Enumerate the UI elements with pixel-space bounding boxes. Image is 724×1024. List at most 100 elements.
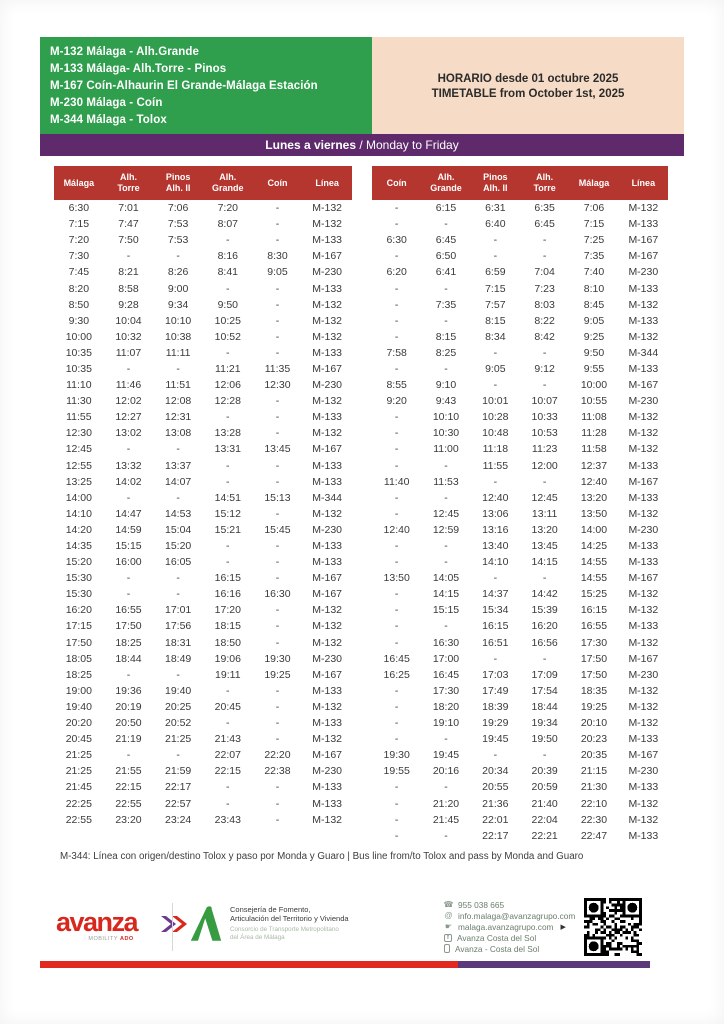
- time-cell: 7:23: [534, 282, 555, 295]
- facebook-icon: f: [444, 933, 452, 942]
- time-cell: 11:40: [383, 475, 410, 488]
- time-cell: 15:30: [65, 572, 92, 585]
- table-row: [54, 828, 352, 844]
- time-cell: 14:37: [482, 588, 509, 601]
- time-cell: 15:34: [482, 604, 509, 617]
- time-cell: 15:20: [65, 556, 92, 569]
- table-row: - 19:10 19:29 19:34 20:10 M-132: [372, 715, 668, 731]
- time-cell: 18:39: [482, 700, 509, 713]
- time-cell: -: [275, 540, 280, 553]
- time-cell: -: [394, 556, 399, 569]
- time-cell: 9:05: [485, 362, 506, 375]
- time-cell: M-133: [312, 540, 343, 553]
- time-cell: 22:38: [264, 765, 291, 778]
- time-cell: -: [394, 298, 399, 311]
- time-cell: 9:34: [167, 298, 189, 311]
- time-cell: 7:45: [68, 266, 90, 279]
- time-cell: -: [126, 250, 131, 263]
- time-cell: 16:20: [65, 604, 92, 617]
- time-cell: M-133: [312, 411, 343, 424]
- time-cell: 20:19: [115, 700, 142, 713]
- time-cell: M-132: [312, 314, 343, 327]
- time-cell: -: [394, 202, 399, 215]
- time-cell: 19:40: [165, 684, 192, 697]
- time-cell: -: [493, 475, 498, 488]
- time-cell: 20:50: [115, 717, 142, 730]
- time-cell: 14:00: [580, 523, 608, 536]
- time-cell: 7:53: [167, 234, 189, 247]
- time-cell: 7:20: [68, 234, 90, 247]
- time-cell: 11:18: [482, 443, 509, 456]
- time-cell: 12:37: [580, 459, 608, 472]
- table-row: 13:25 14:02 14:07 - - M-133: [54, 474, 352, 490]
- time-cell: 18:25: [115, 636, 142, 649]
- table-row: - 10:10 10:28 10:33 11:08 M-132: [372, 409, 668, 425]
- time-cell: 12:02: [115, 395, 142, 408]
- time-cell: 12:40: [482, 491, 509, 504]
- time-cell: 14:00: [65, 491, 92, 504]
- email-icon: @: [444, 911, 453, 920]
- time-cell: -: [275, 636, 280, 649]
- time-cell: M-132: [312, 733, 343, 746]
- table-row: - 7:35 7:57 8:03 8:45 M-132: [372, 297, 668, 313]
- time-cell: 8:42: [534, 330, 555, 343]
- time-cell: 14:05: [432, 572, 460, 585]
- time-cell: M-132: [628, 411, 659, 424]
- table-row: 15:20 16:00 16:05 - - M-133: [54, 554, 352, 570]
- table-row: - - 22:17 22:21 22:47 M-133: [372, 828, 668, 844]
- time-cell: 17:49: [482, 684, 509, 697]
- table-row: - - 14:10 14:15 14:55 M-133: [372, 554, 668, 570]
- time-cell: 11:30: [66, 395, 92, 408]
- time-cell: 19:45: [482, 733, 509, 746]
- time-cell: 16:05: [165, 556, 192, 569]
- table-row: 11:30 12:02 12:08 12:28 - M-132: [54, 393, 352, 409]
- time-cell: -: [275, 700, 280, 713]
- time-cell: -: [394, 507, 399, 520]
- time-cell: 18:20: [432, 700, 460, 713]
- time-cell: M-133: [312, 684, 343, 697]
- time-cell: 10:30: [432, 427, 460, 440]
- time-cell: -: [176, 250, 180, 263]
- time-cell: 16:45: [383, 652, 410, 665]
- time-cell: -: [275, 733, 280, 746]
- time-cell: M-132: [312, 507, 343, 520]
- time-cell: 18:44: [531, 700, 558, 713]
- time-cell: -: [542, 346, 547, 359]
- time-cell: 19:06: [214, 652, 241, 665]
- footer: avanza · MOBILITY ADO Consejería de Fome…: [0, 893, 724, 963]
- table-row: 15:30 - - 16:15 - M-167: [54, 570, 352, 586]
- time-cell: 20:59: [531, 781, 558, 794]
- time-cell: 14:10: [65, 507, 92, 520]
- junta-logo-block: Consejería de Fomento, Articulación del …: [190, 905, 349, 943]
- time-cell: 13:06: [482, 507, 509, 520]
- time-cell: -: [394, 362, 399, 375]
- time-cell: M-133: [312, 797, 343, 810]
- time-cell: 22:15: [214, 765, 241, 778]
- time-cell: 8:10: [583, 282, 605, 295]
- time-cell: 15:15: [432, 604, 460, 617]
- time-cell: 9:10: [435, 379, 457, 392]
- avanza-logo-text: avanza: [56, 907, 139, 937]
- time-cell: 10:53: [531, 427, 558, 440]
- time-cell: 7:58: [386, 346, 407, 359]
- time-cell: 10:00: [580, 379, 608, 392]
- time-cell: 22:07: [214, 749, 241, 762]
- time-cell: 16:30: [432, 636, 460, 649]
- time-cell: M-167: [312, 572, 343, 585]
- time-cell: 8:15: [435, 330, 457, 343]
- time-cell: 18:35: [580, 684, 608, 697]
- time-cell: -: [226, 475, 230, 488]
- time-cell: M-167: [628, 250, 659, 263]
- time-cell: M-133: [628, 556, 659, 569]
- table-row: 6:30 6:45 - - 7:25 M-167: [372, 232, 668, 248]
- time-cell: -: [394, 813, 399, 826]
- time-cell: 17:30: [432, 684, 460, 697]
- table-row: 19:00 19:36 19:40 - - M-133: [54, 683, 352, 699]
- time-cell: -: [275, 427, 280, 440]
- table-row: - - 12:40 12:45 13:20 M-133: [372, 490, 668, 506]
- table-row: - - 19:45 19:50 20:23 M-133: [372, 731, 668, 747]
- time-cell: 9:12: [534, 362, 555, 375]
- time-cell: 11:23: [531, 443, 558, 456]
- time-cell: 19:00: [65, 684, 92, 697]
- time-cell: M-167: [312, 362, 343, 375]
